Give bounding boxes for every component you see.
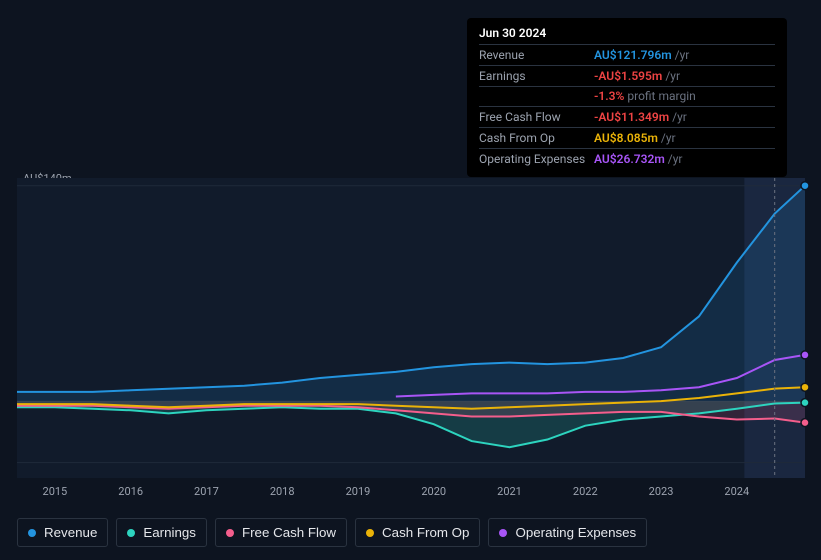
marker-revenue bbox=[801, 182, 809, 190]
tooltip-row-value: AU$8.085m bbox=[594, 131, 658, 145]
tooltip-row-unit: /yr bbox=[661, 131, 676, 145]
tooltip-row-label: Cash From Op bbox=[479, 131, 594, 145]
legend-item[interactable]: Operating Expenses bbox=[488, 518, 647, 547]
marker-opex bbox=[801, 351, 809, 359]
tooltip-row-value: AU$26.732m bbox=[594, 152, 665, 166]
legend-dot-icon bbox=[366, 529, 374, 537]
legend-label: Earnings bbox=[143, 525, 196, 540]
tooltip-row: Cash From OpAU$8.085m/yr bbox=[479, 127, 775, 148]
chart-legend: Revenue Earnings Free Cash Flow Cash From O… bbox=[17, 518, 647, 547]
legend-dot-icon bbox=[28, 529, 36, 537]
tooltip-row-unit: /yr bbox=[672, 110, 687, 124]
tooltip-row-unit: /yr bbox=[675, 48, 690, 62]
tooltip-row-value: AU$121.796m bbox=[594, 48, 672, 62]
legend-item[interactable]: Revenue bbox=[17, 518, 108, 547]
tooltip-subrow-value: -1.3% bbox=[594, 89, 624, 103]
tooltip-title: Jun 30 2024 bbox=[479, 26, 775, 44]
legend-dot-icon bbox=[499, 529, 507, 537]
tooltip-subrow: -1.3%profit margin bbox=[479, 86, 775, 106]
legend-label: Operating Expenses bbox=[515, 525, 636, 540]
marker-fcf bbox=[801, 419, 809, 427]
tooltip-row-label: Free Cash Flow bbox=[479, 110, 594, 124]
tooltip-row: Free Cash Flow-AU$11.349m/yr bbox=[479, 106, 775, 127]
chart-tooltip: Jun 30 2024 RevenueAU$121.796m/yrEarning… bbox=[467, 18, 787, 177]
tooltip-row-value: -AU$1.595m bbox=[594, 69, 662, 83]
tooltip-row: RevenueAU$121.796m/yr bbox=[479, 44, 775, 65]
legend-dot-icon bbox=[226, 529, 234, 537]
legend-label: Free Cash Flow bbox=[242, 525, 336, 540]
tooltip-row-label: Earnings bbox=[479, 69, 594, 83]
tooltip-row: Earnings-AU$1.595m/yr bbox=[479, 65, 775, 86]
tooltip-row-unit: /yr bbox=[665, 69, 680, 83]
marker-cfo bbox=[801, 383, 809, 391]
legend-label: Revenue bbox=[44, 525, 97, 540]
tooltip-subrow-unit: profit margin bbox=[627, 89, 695, 103]
legend-item[interactable]: Cash From Op bbox=[355, 518, 480, 547]
legend-label: Cash From Op bbox=[382, 525, 469, 540]
tooltip-row: Operating ExpensesAU$26.732m/yr bbox=[479, 148, 775, 169]
tooltip-row-label: Revenue bbox=[479, 48, 594, 62]
tooltip-row-value: -AU$11.349m bbox=[594, 110, 669, 124]
legend-item[interactable]: Free Cash Flow bbox=[215, 518, 347, 547]
legend-item[interactable]: Earnings bbox=[116, 518, 207, 547]
legend-dot-icon bbox=[127, 529, 135, 537]
tooltip-row-unit: /yr bbox=[668, 152, 683, 166]
tooltip-row-label: Operating Expenses bbox=[479, 152, 594, 166]
marker-earnings bbox=[801, 399, 809, 407]
